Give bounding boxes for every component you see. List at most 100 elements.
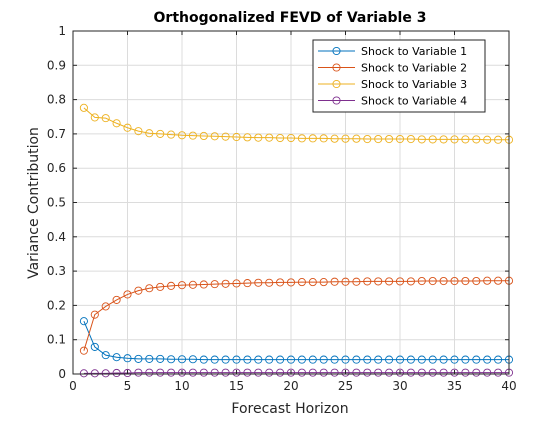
series-2-point xyxy=(265,278,274,287)
series-4-point xyxy=(461,368,470,377)
series-3-point xyxy=(123,123,132,132)
series-1-point xyxy=(134,354,143,363)
series-4-point xyxy=(352,368,361,377)
legend-label-1: Shock to Variable 1 xyxy=(361,45,467,58)
series-3-point xyxy=(112,119,121,128)
legend: Shock to Variable 1 Shock to Variable 2 Sh… xyxy=(312,39,486,113)
series-3-point xyxy=(90,113,99,122)
series-3-point xyxy=(79,103,88,112)
series-1-line xyxy=(83,320,509,361)
series-2-point xyxy=(494,276,503,285)
series-3-point xyxy=(297,134,306,143)
series-2-point xyxy=(199,280,208,289)
series-3-point xyxy=(134,127,143,136)
series-4-point xyxy=(134,368,143,377)
y-tick-label: 0.1 xyxy=(47,333,66,347)
series-1-point xyxy=(221,355,230,364)
series-4-point xyxy=(254,368,263,377)
series-2-point xyxy=(134,286,143,295)
series-1-point xyxy=(79,317,88,326)
legend-marker-2 xyxy=(332,63,341,72)
x-tick-label: 40 xyxy=(501,379,516,393)
series-4-point xyxy=(286,368,296,377)
series-2-point xyxy=(483,276,492,285)
legend-label-4: Shock to Variable 4 xyxy=(361,95,467,108)
series-3-point xyxy=(276,133,285,143)
x-tick-label: 15 xyxy=(229,379,244,393)
series-1-point xyxy=(156,354,165,363)
series-2-point xyxy=(439,276,448,286)
tick-labels: 0 5 10 15 20 25 30 35 40 0 0.1 0.2 0.3 0.4 0.5 0.6 0.7 0.… xyxy=(47,24,517,393)
series-1-point xyxy=(254,355,263,364)
series-3-point xyxy=(472,135,481,144)
series-2-point xyxy=(254,278,263,287)
series-2-point xyxy=(79,346,88,355)
series-3-point xyxy=(341,134,350,143)
series-2-point xyxy=(385,277,394,286)
series-3-point xyxy=(406,134,415,144)
series-3-point xyxy=(167,130,176,139)
x-tick-label: 20 xyxy=(283,379,298,393)
y-tick-label: 1 xyxy=(58,24,66,38)
series-1-point xyxy=(167,355,176,364)
series-1-point xyxy=(406,355,415,364)
y-tick-label: 0.7 xyxy=(47,127,66,141)
series-4-point xyxy=(319,368,328,377)
x-tick-label: 30 xyxy=(392,379,407,393)
y-tick-label: 0.2 xyxy=(47,298,66,312)
series-3-point xyxy=(352,134,361,143)
series-4-point xyxy=(188,368,197,377)
series-1-point xyxy=(439,355,448,364)
series-2-point xyxy=(363,277,372,286)
series-3-point xyxy=(439,135,448,144)
series-4-point xyxy=(112,368,121,378)
series-2-point xyxy=(352,277,361,286)
series-1-point xyxy=(319,355,328,364)
series-1-point xyxy=(123,354,132,363)
series-4-point xyxy=(395,368,405,377)
series-3-point xyxy=(265,133,274,142)
series-2-point xyxy=(461,276,470,286)
series-1-point xyxy=(330,355,339,364)
y-tick-label: 0.3 xyxy=(47,264,66,278)
series-4-point xyxy=(101,369,110,378)
series-4-point xyxy=(221,368,230,377)
series-1-point xyxy=(472,355,481,364)
series-4-point xyxy=(232,368,241,377)
series-2-point xyxy=(330,277,339,286)
series-4-point xyxy=(265,368,274,377)
series-3-point xyxy=(483,135,492,144)
series-4-point xyxy=(406,368,415,377)
series-4-point xyxy=(145,368,154,377)
series-4-line xyxy=(83,372,509,374)
series-3-point xyxy=(450,135,459,144)
series-2-point xyxy=(428,276,437,286)
series-4-point xyxy=(90,369,99,378)
series-2-point xyxy=(276,278,285,287)
series-4-point xyxy=(297,368,306,377)
series-1-point xyxy=(177,355,187,364)
series-1-point xyxy=(363,355,372,364)
series-4-point xyxy=(428,368,437,377)
x-axis-label: Forecast Horizon xyxy=(231,401,348,417)
series-4-point xyxy=(210,368,219,377)
series-3-point xyxy=(286,133,296,143)
series-3-point xyxy=(232,132,241,142)
series-1-point xyxy=(461,355,470,364)
series-3-point xyxy=(395,134,405,144)
series-3-point xyxy=(494,135,503,144)
series-2-point xyxy=(210,280,219,289)
series-3-point xyxy=(243,133,252,142)
series-2-point xyxy=(406,277,415,286)
series-4-point xyxy=(417,368,426,377)
legend-label-2: Shock to Variable 2 xyxy=(361,62,467,75)
series-4-point xyxy=(123,368,132,378)
series-1-point xyxy=(352,355,361,364)
series-3-point xyxy=(319,134,328,143)
series-2-point xyxy=(101,302,110,311)
series-3-point xyxy=(254,133,263,142)
chart-title: Orthogonalized FEVD of Variable 3 xyxy=(154,10,427,26)
series-lines xyxy=(79,103,514,378)
series-3-point xyxy=(330,134,339,143)
series-1-point xyxy=(450,355,459,364)
